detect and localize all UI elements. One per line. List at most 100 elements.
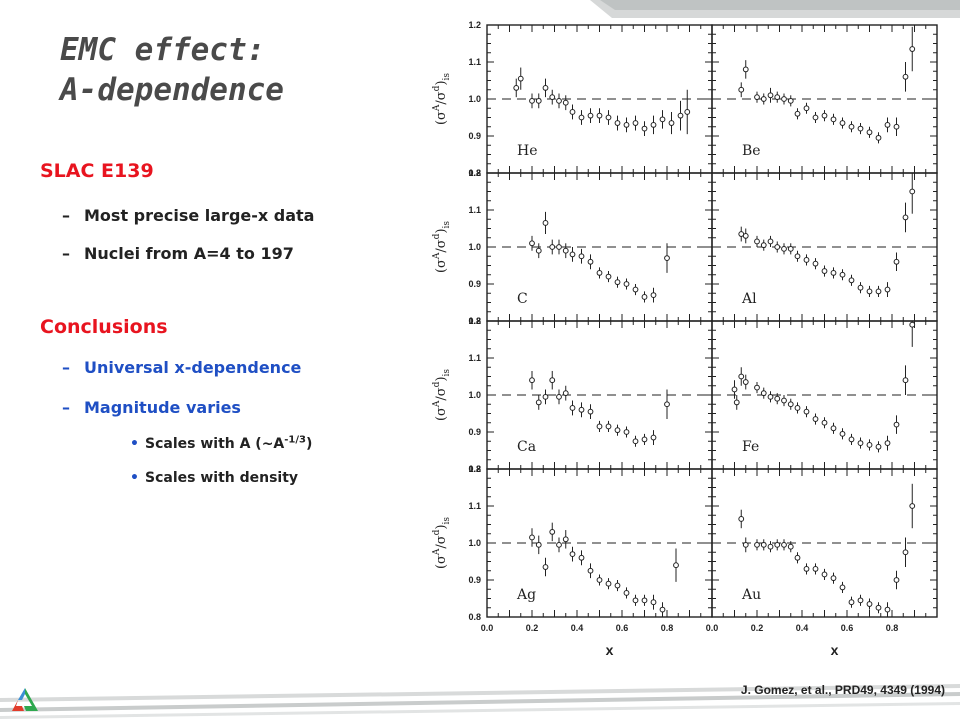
- y-tick-label: 0.8: [468, 168, 481, 178]
- data-point: [587, 567, 594, 574]
- data-point: [529, 240, 535, 247]
- data-point: [562, 247, 569, 254]
- y-axis-label-part: is: [442, 369, 452, 377]
- data-point: [760, 541, 767, 548]
- data-point: [830, 575, 837, 582]
- data-point: [875, 443, 882, 450]
- data-point: [596, 112, 603, 119]
- panel-c: 0.80.91.01.11.2(σA/σd)isC: [432, 168, 713, 326]
- x-tick-label: 0.8: [661, 623, 674, 633]
- data-point: [578, 114, 585, 121]
- data-point: [812, 260, 819, 267]
- slide-bottom-decoration: [0, 684, 960, 719]
- data-point: [839, 584, 846, 591]
- title-line-2: A-dependence: [60, 72, 284, 108]
- bullet-universal-x: Universal x-dependence: [40, 358, 301, 377]
- data-point: [902, 377, 909, 384]
- data-point: [738, 86, 745, 93]
- data-point: [614, 279, 621, 286]
- y-axis-label-part: σ: [434, 535, 449, 544]
- y-axis-label-part: /: [434, 248, 449, 253]
- data-point: [830, 116, 837, 123]
- x-axis-label: x: [606, 642, 614, 658]
- data-point: [781, 245, 787, 252]
- data-point: [596, 577, 603, 583]
- y-axis-label-part: A: [432, 252, 442, 260]
- data-point: [902, 73, 909, 80]
- data-point: [517, 75, 524, 82]
- data-point: [839, 430, 846, 437]
- y-axis-label-part: σ: [434, 259, 449, 268]
- data-point: [848, 123, 855, 130]
- y-axis-label-part: d: [432, 381, 442, 387]
- data-point: [587, 258, 594, 265]
- y-axis-label: (σA/σd)is: [432, 369, 452, 421]
- panel-be: Be: [711, 24, 938, 174]
- nucleus-label-he: He: [517, 143, 538, 159]
- data-point: [535, 399, 542, 406]
- data-point: [787, 97, 794, 104]
- data-point: [857, 597, 864, 604]
- data-point: [742, 233, 749, 239]
- data-point: [605, 114, 612, 121]
- data-point: [821, 419, 828, 426]
- sub-bullet-scales-with-a: Scales with A (~A-1/3): [40, 434, 312, 452]
- y-tick-label: 1.0: [468, 538, 481, 548]
- data-point: [650, 122, 657, 128]
- data-point: [767, 238, 774, 245]
- bullet-magnitude-varies: Magnitude varies: [40, 398, 241, 417]
- y-axis-label-part: /: [434, 544, 449, 549]
- data-point: [857, 284, 864, 291]
- data-point: [549, 244, 556, 250]
- data-point: [731, 386, 738, 393]
- data-point: [578, 554, 585, 561]
- sub-bullet-exponent: -1/3: [284, 434, 306, 446]
- data-point: [562, 390, 569, 397]
- data-point: [542, 220, 549, 226]
- nucleus-label-ca: Ca: [517, 439, 536, 455]
- y-tick-label: 1.1: [468, 205, 481, 215]
- data-point: [664, 255, 670, 262]
- y-axis-label: (σA/σd)is: [432, 221, 452, 273]
- data-point: [614, 120, 621, 126]
- data-point: [830, 425, 837, 432]
- data-point: [781, 96, 787, 102]
- data-point: [821, 571, 828, 578]
- y-tick-label: 1.2: [468, 20, 481, 30]
- citation: J. Gomez, et al., PRD49, 4349 (1994): [740, 683, 945, 697]
- data-point: [909, 503, 916, 509]
- data-point: [893, 421, 900, 428]
- data-point: [529, 97, 535, 104]
- nucleus-label-be: Be: [742, 143, 761, 159]
- y-axis-label-part: A: [432, 548, 442, 556]
- y-tick-label: 0.9: [468, 427, 481, 437]
- data-point: [650, 434, 657, 441]
- data-point: [562, 536, 569, 543]
- y-axis-label-part: (: [434, 120, 449, 125]
- data-point: [767, 393, 774, 400]
- data-point: [754, 541, 760, 548]
- y-tick-label: 1.2: [468, 316, 481, 326]
- y-axis-label-part: A: [432, 400, 442, 408]
- y-axis-label-part: is: [442, 221, 452, 229]
- data-point: [529, 534, 535, 541]
- data-point: [909, 46, 916, 52]
- y-axis-label: (σA/σd)is: [432, 73, 452, 125]
- data-point: [578, 253, 585, 260]
- x-tick-label: 0.8: [886, 623, 899, 633]
- sub-bullet-scales-with-a-text: Scales with A (~A: [145, 436, 285, 452]
- data-point: [587, 408, 594, 415]
- x-tick-label: 0.0: [481, 623, 494, 633]
- data-point: [794, 110, 801, 117]
- data-point: [632, 286, 639, 293]
- data-point: [659, 116, 666, 123]
- sub-bullet-scales-with-density: Scales with density: [40, 470, 298, 486]
- data-point: [556, 244, 562, 250]
- data-point: [754, 238, 760, 245]
- x-tick-label: 0.6: [841, 623, 854, 633]
- data-point: [605, 273, 612, 280]
- data-point: [884, 122, 891, 128]
- data-point: [875, 604, 882, 611]
- data-point: [830, 270, 837, 276]
